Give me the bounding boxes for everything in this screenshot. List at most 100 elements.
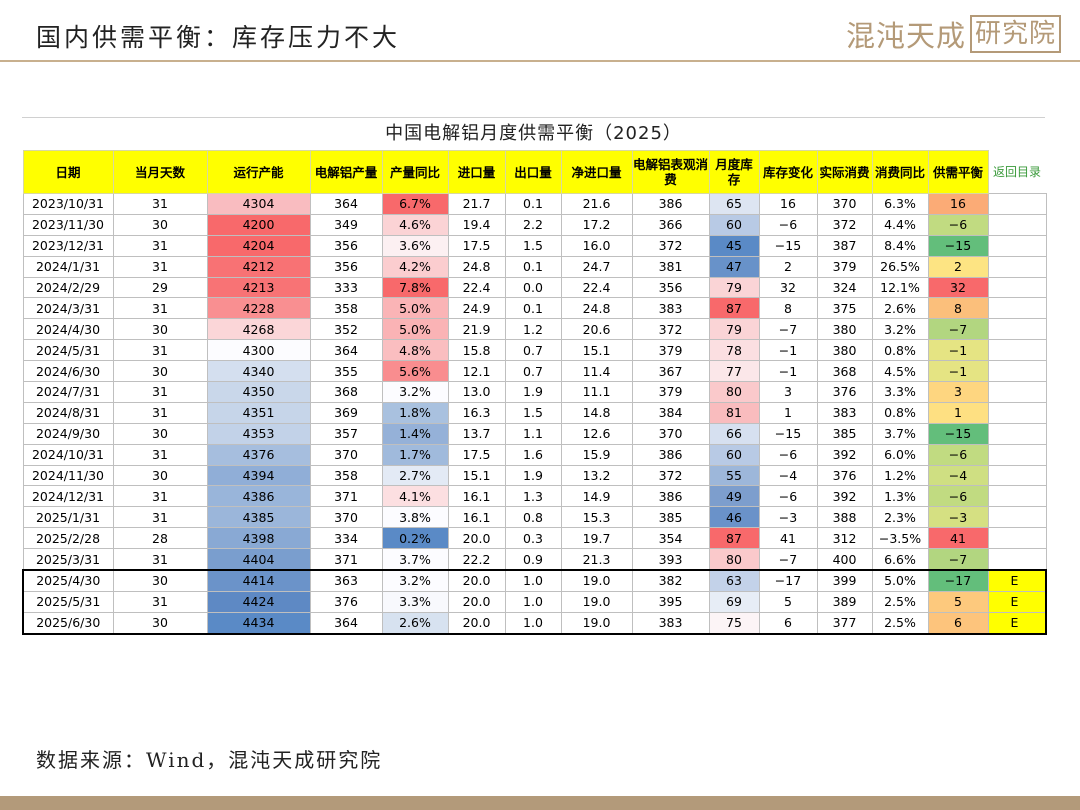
table-cell: 6.7%: [381, 193, 449, 215]
table-cell: 4434: [206, 611, 311, 635]
table-cell: 364: [309, 611, 383, 635]
table-cell: −7: [927, 318, 989, 341]
table-cell: 31: [112, 297, 208, 320]
table-cell: 22.2: [447, 548, 506, 571]
table-cell: −7: [758, 318, 818, 341]
table-cell: 11.1: [560, 381, 633, 403]
table-cell: 2023/10/31: [22, 193, 114, 215]
table-cell: 60: [708, 213, 760, 236]
table-cell: 55: [708, 464, 760, 487]
table-cell: 2: [927, 255, 989, 278]
table-cell: 45: [708, 234, 760, 257]
table-cell: 15.1: [447, 464, 506, 487]
table-cell: −6: [758, 443, 818, 466]
title-divider: [0, 60, 1080, 62]
header-cell: 月度库存: [708, 150, 760, 194]
table-body: 2023/10/31 31 4304 364 6.7% 21.7 0.1 21.6 386 65 1…: [22, 193, 1047, 635]
table-cell: −7: [927, 548, 989, 571]
table-row: 2024/10/31 31 4376 370 1.7% 17.5 1.6 15.9 386 60−…: [22, 443, 1047, 466]
estimate-flag-cell: [987, 297, 1047, 320]
header-cell: 日期: [22, 150, 114, 194]
table-cell: 3.3%: [871, 381, 929, 403]
table-cell: −1: [927, 339, 989, 362]
table-cell: 0.7: [504, 360, 562, 383]
logo-boxed-text: 研究院: [970, 15, 1062, 53]
header-blank-cell: 返回目录: [987, 150, 1047, 194]
table-cell: 21.7: [447, 193, 506, 215]
table-cell: −6: [927, 443, 989, 466]
table-cell: 0.9: [504, 548, 562, 571]
table-cell: 372: [631, 318, 710, 341]
table-cell: 1.3: [504, 485, 562, 508]
estimate-flag-cell: E: [987, 611, 1047, 635]
table-cell: 30: [112, 318, 208, 341]
estimate-flag-cell: [987, 276, 1047, 299]
table-cell: 356: [309, 234, 383, 257]
table-cell: 4.5%: [871, 360, 929, 383]
table-cell: 15.1: [560, 339, 633, 362]
back-to-contents-link[interactable]: 返回目录: [992, 164, 1041, 179]
table-cell: 63: [708, 569, 760, 592]
table-cell: 30: [112, 569, 208, 592]
table-row: 2024/9/30 30 4353 357 1.4% 13.7 1.1 12.6 370 66 −1…: [22, 422, 1047, 445]
table-cell: 5.0%: [381, 318, 449, 341]
table-cell: 354: [631, 527, 710, 550]
estimate-flag-cell: [987, 381, 1047, 403]
table-cell: 1.6: [504, 443, 562, 466]
table-cell: −6: [758, 485, 818, 508]
header-cell: 进口量: [447, 150, 506, 194]
header-cell: 产量同比: [381, 150, 449, 194]
table-cell: 4.8%: [381, 339, 449, 362]
estimate-flag-cell: [987, 506, 1047, 529]
table-cell: −15: [758, 234, 818, 257]
table-cell: 379: [631, 381, 710, 403]
table-cell: 3: [927, 381, 989, 403]
table-cell: 363: [309, 569, 383, 592]
table-cell: 370: [631, 422, 710, 445]
table-cell: 2024/11/30: [22, 464, 114, 487]
table-cell: 30: [112, 360, 208, 383]
table-cell: 371: [309, 485, 383, 508]
table-cell: 22.4: [447, 276, 506, 299]
header-cell: 实际消费: [816, 150, 873, 194]
table-cell: 2025/3/31: [22, 548, 114, 571]
table-cell: 28: [112, 527, 208, 550]
table-cell: −6: [927, 213, 989, 236]
table-cell: 1.7%: [381, 443, 449, 466]
table-cell: 1: [927, 401, 989, 424]
table-cell: 356: [309, 255, 383, 278]
table-cell: 69: [708, 590, 760, 613]
table-cell: 386: [631, 443, 710, 466]
table-cell: −4: [758, 464, 818, 487]
table-cell: 2024/12/31: [22, 485, 114, 508]
table-cell: 4404: [206, 548, 311, 571]
estimate-flag-cell: [987, 339, 1047, 362]
table-cell: 4.1%: [381, 485, 449, 508]
table-cell: −3: [927, 506, 989, 529]
table-cell: 6.6%: [871, 548, 929, 571]
table-cell: 4.2%: [381, 255, 449, 278]
table-cell: 20.0: [447, 590, 506, 613]
table-cell: 1.9: [504, 381, 562, 403]
table-cell: 3.3%: [381, 590, 449, 613]
table-cell: 0.7: [504, 339, 562, 362]
table-cell: 2024/2/29: [22, 276, 114, 299]
table-cell: 400: [816, 548, 873, 571]
table-cell: 370: [309, 443, 383, 466]
table-cell: 0.1: [504, 193, 562, 215]
table-cell: 2.6%: [381, 611, 449, 635]
table-cell: 4228: [206, 297, 311, 320]
table-cell: 395: [631, 590, 710, 613]
table-cell: 1: [758, 401, 818, 424]
table-cell: 31: [112, 506, 208, 529]
table-cell: 6: [927, 611, 989, 635]
table-cell: 19.7: [560, 527, 633, 550]
table-cell: 349: [309, 213, 383, 236]
table-cell: 31: [112, 401, 208, 424]
table-cell: 399: [816, 569, 873, 592]
table-cell: 392: [816, 443, 873, 466]
table-cell: −1: [758, 339, 818, 362]
table-cell: 87: [708, 527, 760, 550]
table-cell: 15.8: [447, 339, 506, 362]
table-cell: 19.0: [560, 569, 633, 592]
